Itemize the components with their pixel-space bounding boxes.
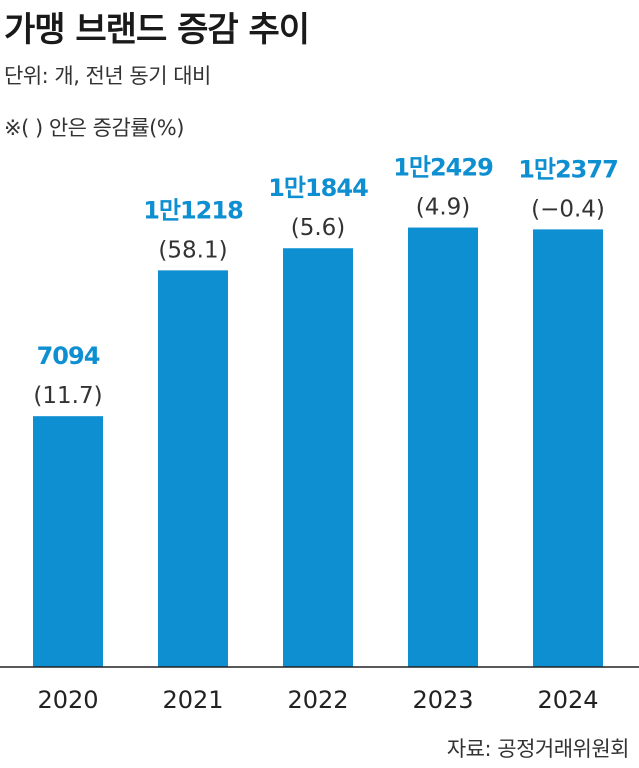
x-tick-label-2021: 2021 bbox=[162, 686, 223, 714]
bar-2022 bbox=[283, 248, 353, 668]
value-label-2021: 1만1218 bbox=[143, 196, 243, 224]
x-tick-label-2020: 2020 bbox=[37, 686, 98, 714]
change-label-2024: (−0.4) bbox=[531, 196, 605, 222]
paren-note: ※( ) 안은 증감률(%) bbox=[4, 116, 184, 140]
bar-2020 bbox=[33, 416, 103, 667]
value-label-2023: 1만2429 bbox=[393, 154, 493, 182]
source-note: 자료: 공정거래위원회 bbox=[446, 737, 630, 761]
value-label-2020: 7094 bbox=[37, 342, 100, 370]
change-label-2023: (4.9) bbox=[416, 195, 471, 221]
change-label-2021: (58.1) bbox=[158, 237, 227, 263]
change-label-2020: (11.7) bbox=[33, 383, 102, 409]
bar-2021 bbox=[158, 270, 228, 667]
unit-note: 단위: 개, 전년 동기 대비 bbox=[4, 64, 211, 88]
value-label-2022: 1만1844 bbox=[268, 174, 368, 202]
bar-2023 bbox=[408, 227, 478, 667]
value-label-2024: 1만2377 bbox=[518, 155, 618, 183]
chart-title: 가맹 브랜드 증감 추이 bbox=[4, 10, 310, 50]
x-tick-label-2024: 2024 bbox=[537, 686, 598, 714]
bar-2024 bbox=[533, 229, 603, 667]
x-tick-label-2023: 2023 bbox=[412, 686, 473, 714]
change-label-2022: (5.6) bbox=[291, 215, 346, 241]
x-tick-label-2022: 2022 bbox=[287, 686, 348, 714]
